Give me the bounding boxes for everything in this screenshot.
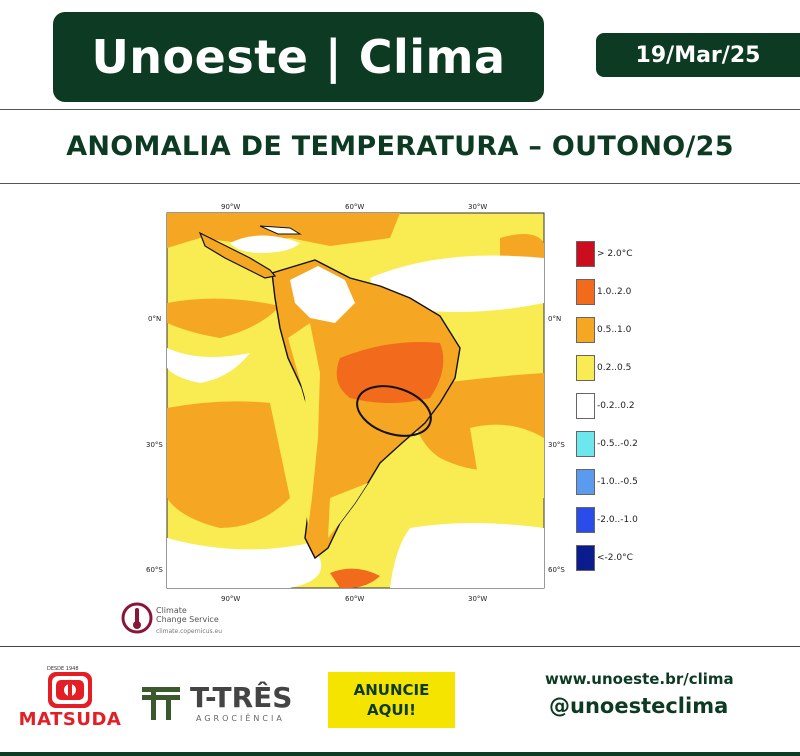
tick-left-0n: 0°N	[148, 315, 162, 323]
legend-item-neg2-1: -2.0..-1.0	[576, 507, 696, 533]
advertise-line2: AQUI!	[367, 701, 416, 719]
tick-top-90w: 90°W	[221, 203, 241, 211]
legend-item-neutral: -0.2..0.2	[576, 393, 696, 419]
neutral-southern-east	[390, 523, 544, 588]
matsuda-wordmark: MATSUDA	[18, 709, 122, 730]
legend-swatch	[576, 279, 595, 305]
social-handle[interactable]: @unoesteclima	[549, 694, 729, 718]
caribbean-islands	[259, 225, 302, 235]
anomaly-band-south-pacific	[167, 401, 290, 528]
tick-right-0n: 0°N	[548, 315, 562, 323]
temperature-anomaly-map: 90°W 60°W 30°W 90°W 60°W 30°W 0°N 30°S 6…	[140, 198, 680, 648]
legend-label: <-2.0°C	[597, 553, 633, 563]
website-link[interactable]: www.unoeste.br/clima	[545, 670, 734, 688]
neutral-atlantic-north	[370, 255, 544, 312]
neutral-southern-west	[167, 538, 322, 588]
ttres-emblem-icon	[142, 687, 180, 720]
legend-label: 0.2..0.5	[597, 363, 632, 373]
divider-top	[0, 109, 800, 110]
tick-bottom-30w: 30°W	[468, 595, 488, 603]
anomaly-band-equator-west	[167, 298, 280, 338]
anomaly-patagonia	[328, 483, 368, 538]
legend-swatch	[576, 317, 595, 343]
ttres-logo[interactable]: T-TRÊS AGROCIÊNCIA	[140, 681, 300, 724]
source-name-line2: Change Service	[156, 615, 219, 624]
matsuda-emblem-icon	[48, 672, 92, 708]
source-url: climate.copernicus.eu	[156, 628, 223, 635]
legend-swatch	[576, 545, 595, 571]
page-subtitle: ANOMALIA DE TEMPERATURA – OUTONO/25	[66, 131, 734, 162]
date-text: 19/Mar/25	[635, 42, 761, 68]
source-name-line1: Climate	[156, 606, 187, 615]
tick-right-60s: 60°S	[548, 566, 565, 574]
legend-swatch	[576, 469, 595, 495]
legend-item-neg1-05: -1.0..-0.5	[576, 469, 696, 495]
tick-top-60w: 60°W	[345, 203, 365, 211]
neutral-pacific	[167, 348, 250, 383]
legend-item-lt-neg2: <-2.0°C	[576, 545, 696, 571]
central-america	[198, 231, 277, 279]
divider-footer	[0, 646, 800, 647]
source-logo: Climate Change Service climate.copernicu…	[120, 598, 250, 642]
tick-right-30s: 30°S	[548, 441, 565, 449]
highlight-ellipse	[356, 385, 432, 437]
legend-swatch	[576, 241, 595, 267]
thermometer-logo-icon	[121, 602, 153, 634]
neutral-caribbean	[230, 235, 300, 253]
matsuda-logo[interactable]: DESDE 1948 MATSUDA	[15, 666, 125, 736]
tick-bottom-60w: 60°W	[345, 595, 365, 603]
legend-label: -2.0..-1.0	[597, 515, 638, 525]
tick-left-60s: 60°S	[146, 566, 163, 574]
legend-swatch	[576, 355, 595, 381]
anomaly-andes	[288, 323, 320, 528]
matsuda-tagline: DESDE 1948	[47, 666, 79, 672]
legend-label: -0.5..-0.2	[597, 439, 638, 449]
legend-label: > 2.0°C	[597, 249, 633, 259]
advertise-button[interactable]: ANUNCIE AQUI!	[328, 672, 455, 728]
legend-swatch	[576, 431, 595, 457]
ttres-tagline: AGROCIÊNCIA	[196, 714, 285, 723]
legend-item-gt2: > 2.0°C	[576, 241, 696, 267]
ttres-wordmark: T-TRÊS	[190, 681, 293, 714]
legend-label: 0.5..1.0	[597, 325, 632, 335]
map-svg	[166, 212, 545, 589]
legend-label: -0.2..0.2	[597, 401, 635, 411]
legend-swatch	[576, 507, 595, 533]
anomaly-warm-core	[336, 342, 444, 403]
legend-swatch	[576, 393, 595, 419]
legend-item-02-05: 0.2..0.5	[576, 355, 696, 381]
legend-item-1-2: 1.0..2.0	[576, 279, 696, 305]
date-badge: 19/Mar/25	[596, 33, 800, 77]
legend-label: -1.0..-0.5	[597, 477, 638, 487]
advertise-line1: ANUNCIE	[353, 681, 430, 699]
app-title: Unoeste | Clima	[91, 30, 506, 84]
neutral-northern-continent	[290, 266, 355, 323]
legend-label: 1.0..2.0	[597, 287, 632, 297]
divider-bottom	[0, 183, 800, 184]
legend-item-neg05-02: -0.5..-0.2	[576, 431, 696, 457]
legend-item-05-1: 0.5..1.0	[576, 317, 696, 343]
anomaly-band-south-atlantic-inner	[470, 424, 544, 502]
tick-bottom-90w: 90°W	[221, 595, 241, 603]
app-title-banner: Unoeste | Clima	[53, 12, 544, 102]
anomaly-spot-south	[330, 568, 380, 588]
footer-bar	[0, 752, 800, 756]
tick-left-30s: 30°S	[146, 441, 163, 449]
tick-top-30w: 30°W	[468, 203, 488, 211]
